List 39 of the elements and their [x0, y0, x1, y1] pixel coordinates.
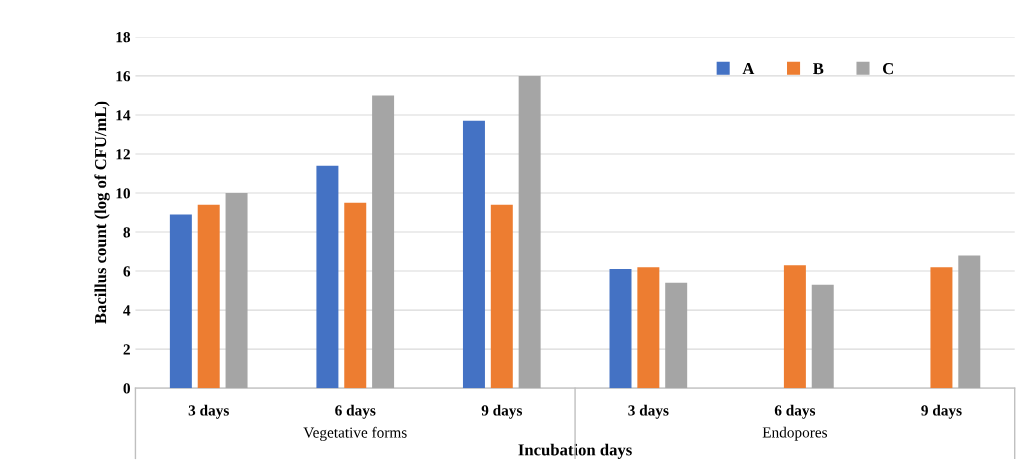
legend-label: C	[882, 63, 893, 75]
legend-label: B	[812, 63, 824, 75]
bar	[783, 265, 806, 389]
y-tick-label: 18	[116, 32, 131, 43]
bar	[930, 267, 953, 389]
bar	[518, 75, 541, 389]
bar	[372, 95, 395, 389]
y-tick-label: 16	[116, 71, 131, 82]
x-tick-label: 9 days	[481, 404, 523, 419]
x-tick-label: 6 days	[335, 404, 376, 419]
bar	[344, 202, 367, 389]
x-tick-label: 9 days	[921, 404, 962, 419]
x-tick-label: 3 days	[628, 404, 669, 419]
bar	[197, 204, 220, 389]
bar	[462, 120, 485, 389]
legend-label: A	[742, 63, 755, 75]
bar	[316, 165, 339, 389]
bar	[958, 255, 981, 389]
y-tick-label: 12	[116, 149, 130, 160]
bar	[637, 267, 660, 389]
bar	[169, 214, 192, 389]
y-tick-label: 14	[116, 110, 131, 121]
y-tick-label: 10	[116, 188, 130, 199]
bar	[665, 282, 688, 389]
y-axis-title: Bacillus count (log of CFU/mL)	[94, 101, 110, 324]
y-tick-label: 6	[123, 266, 131, 277]
text: Vegetative forms	[303, 426, 407, 441]
x-tick-label: 3 days	[188, 404, 229, 419]
y-tick-label: 4	[123, 305, 131, 316]
bar	[490, 204, 513, 389]
y-tick-label: 2	[123, 344, 130, 355]
x-tick-label: 6 days	[774, 404, 816, 419]
bar	[811, 284, 834, 389]
x-axis-title: Incubation days	[518, 443, 632, 459]
bar	[225, 193, 248, 389]
text: Endopores	[762, 426, 828, 441]
bar	[609, 269, 632, 389]
y-tick-label: 0	[123, 383, 130, 394]
y-tick-label: 8	[123, 227, 131, 238]
